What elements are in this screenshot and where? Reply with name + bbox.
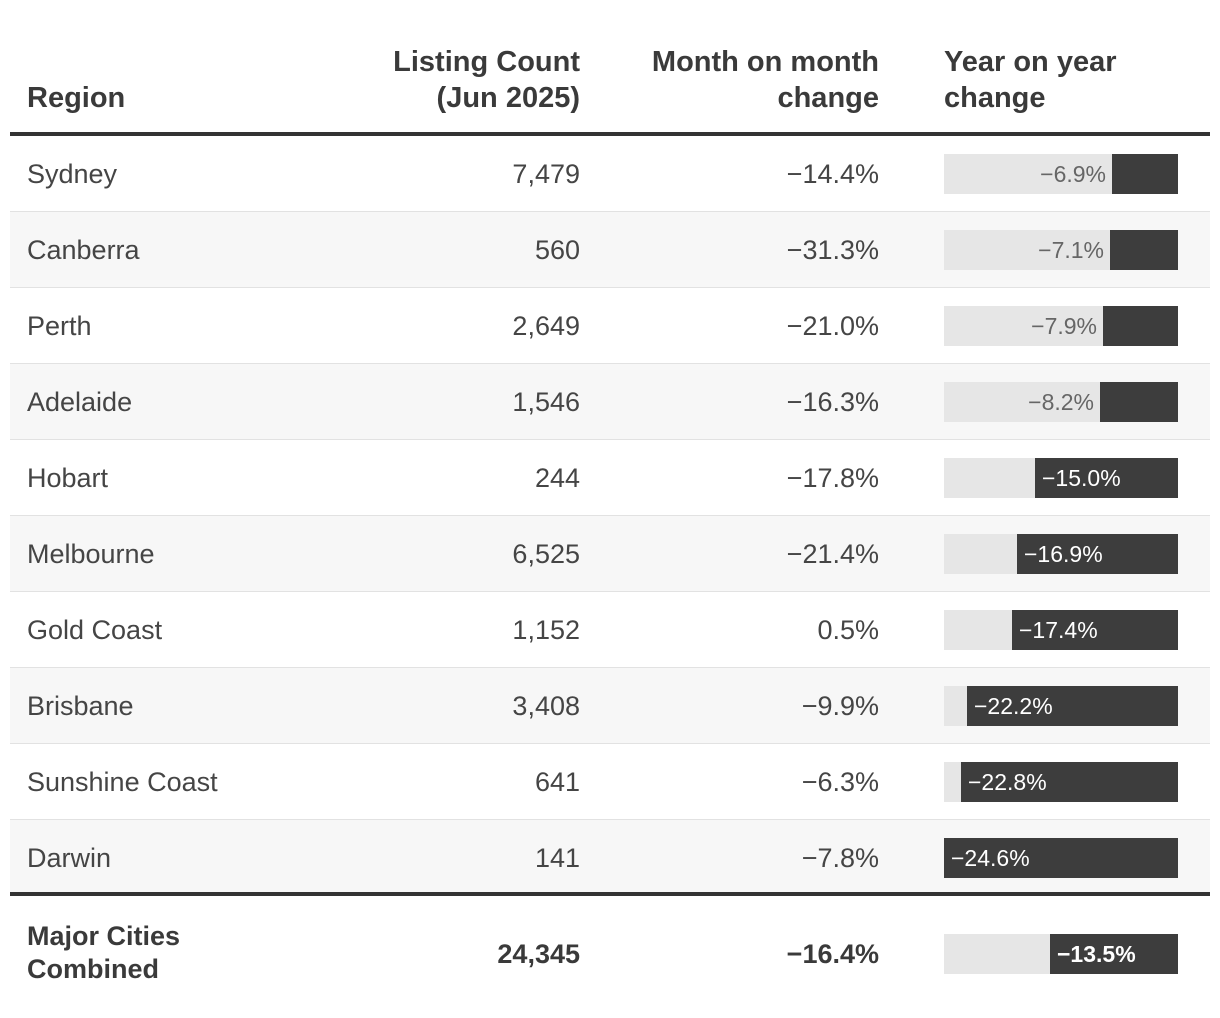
yoy-label: −17.4% — [1019, 617, 1098, 643]
listing-count-cell: 1,152 — [512, 615, 580, 645]
yoy-label: −7.9% — [1031, 313, 1097, 339]
mom-change-cell: −17.8% — [786, 463, 879, 493]
region-cell: Sunshine Coast — [27, 767, 218, 797]
table-row: Perth 2,649 −21.0% −7.9% — [10, 288, 1210, 364]
region-cell: Gold Coast — [27, 615, 163, 645]
header-month-on-month: Month on month change — [651, 46, 879, 114]
yoy-bar-track: −22.8% — [944, 762, 1178, 802]
region-cell: Hobart — [27, 463, 109, 493]
listing-count-cell: 244 — [534, 463, 580, 493]
listing-count-cell: 141 — [534, 843, 580, 873]
region-cell: Canberra — [27, 235, 140, 265]
header-year-on-year: Year on year change — [944, 46, 1117, 114]
yoy-bar-track: −8.2% — [944, 382, 1178, 422]
mom-change-cell: 0.5% — [817, 615, 879, 645]
listing-count-cell: 2,649 — [512, 311, 580, 341]
listing-count-cell: 641 — [534, 767, 580, 797]
yoy-bar-track: −24.6% — [944, 838, 1178, 878]
yoy-bar — [967, 686, 1178, 726]
listing-count-cell: 3,408 — [512, 691, 580, 721]
yoy-bar — [1103, 306, 1178, 346]
total-yoy-bar — [1050, 934, 1178, 974]
yoy-label: −15.0% — [1042, 465, 1121, 491]
mom-change-cell: −7.8% — [801, 843, 879, 873]
mom-change-cell: −16.3% — [786, 387, 879, 417]
yoy-bar — [1100, 382, 1178, 422]
table-row: Melbourne 6,525 −21.4% −16.9% — [10, 516, 1210, 592]
yoy-bar — [1035, 458, 1178, 498]
total-mom-change-cell: −16.4% — [786, 939, 879, 969]
total-yoy-label: −13.5% — [1057, 941, 1136, 967]
yoy-label: −8.2% — [1028, 389, 1094, 415]
yoy-bar-track: −16.9% — [944, 534, 1178, 574]
table-row: Adelaide 1,546 −16.3% −8.2% — [10, 364, 1210, 440]
table-row: Canberra 560 −31.3% −7.1% — [10, 212, 1210, 288]
region-cell: Darwin — [27, 843, 112, 873]
table-header: Region Listing Count (Jun 2025) Month on… — [10, 0, 1210, 136]
yoy-bar-track: −17.4% — [944, 610, 1178, 650]
yoy-bar — [1012, 610, 1178, 650]
mom-change-cell: −31.3% — [786, 235, 879, 265]
header-region: Region — [27, 82, 126, 114]
yoy-bar — [1112, 154, 1178, 194]
yoy-label: −24.6% — [951, 845, 1030, 871]
yoy-bar — [961, 762, 1178, 802]
mom-change-cell: −14.4% — [786, 159, 879, 189]
table-row: Sunshine Coast 641 −6.3% −22.8% — [10, 744, 1210, 820]
yoy-bar-track: −15.0% — [944, 458, 1178, 498]
region-cell: Melbourne — [27, 539, 155, 569]
yoy-label: −22.8% — [968, 769, 1047, 795]
yoy-bar-track: −7.9% — [944, 306, 1178, 346]
yoy-bar — [1110, 230, 1178, 270]
table-row: Gold Coast 1,152 0.5% −17.4% — [10, 592, 1210, 668]
table-row: Hobart 244 −17.8% −15.0% — [10, 440, 1210, 516]
region-cell: Adelaide — [27, 387, 133, 417]
yoy-bar — [944, 838, 1178, 878]
listing-count-cell: 1,546 — [512, 387, 580, 417]
yoy-bar-track: −22.2% — [944, 686, 1178, 726]
listing-count-cell: 560 — [534, 235, 580, 265]
total-row: Major Cities Combined 24,345 −16.4% −13.5% — [10, 896, 1210, 1012]
yoy-label: −16.9% — [1024, 541, 1103, 567]
yoy-label: −22.2% — [974, 693, 1053, 719]
yoy-bar-track: −6.9% — [944, 154, 1178, 194]
total-region-cell: Major Cities Combined — [27, 921, 181, 984]
region-cell: Perth — [27, 311, 92, 341]
region-cell: Brisbane — [27, 691, 134, 721]
table-row: Brisbane 3,408 −9.9% −22.2% — [10, 668, 1210, 744]
mom-change-cell: −9.9% — [801, 691, 879, 721]
listing-count-cell: 6,525 — [512, 539, 580, 569]
table-body: Sydney 7,479 −14.4% −6.9% Canberra 560 −31.3% −… — [10, 136, 1210, 896]
region-cell: Sydney — [27, 159, 118, 189]
mom-change-cell: −21.0% — [786, 311, 879, 341]
listing-count-cell: 7,479 — [512, 159, 580, 189]
header-listing-count: Listing Count (Jun 2025) — [393, 46, 580, 114]
total-listing-count-cell: 24,345 — [497, 939, 580, 969]
table-row: Darwin 141 −7.8% −24.6% — [10, 820, 1210, 896]
yoy-bar — [1017, 534, 1178, 574]
mom-change-cell: −6.3% — [801, 767, 879, 797]
yoy-bar-track: −7.1% — [944, 230, 1178, 270]
table-row: Sydney 7,479 −14.4% −6.9% — [10, 136, 1210, 212]
listings-table: Region Listing Count (Jun 2025) Month on… — [10, 0, 1210, 1012]
yoy-label: −7.1% — [1038, 237, 1104, 263]
total-yoy-bar-track: −13.5% — [944, 934, 1178, 974]
yoy-label: −6.9% — [1040, 161, 1106, 187]
mom-change-cell: −21.4% — [786, 539, 879, 569]
